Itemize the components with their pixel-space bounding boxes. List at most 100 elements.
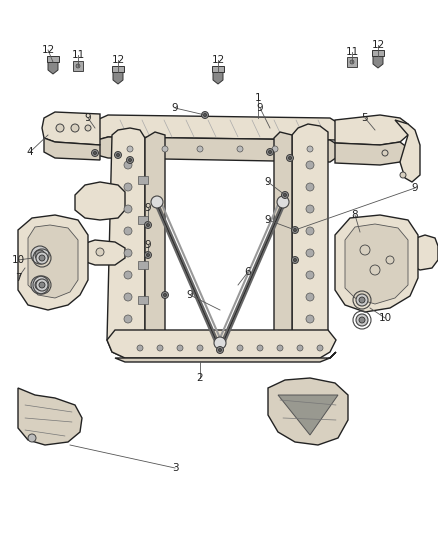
Polygon shape [138, 176, 148, 184]
Polygon shape [73, 61, 83, 71]
Polygon shape [115, 352, 336, 362]
Circle shape [382, 150, 388, 156]
Circle shape [204, 114, 206, 117]
Circle shape [317, 345, 323, 351]
Text: 9: 9 [257, 103, 263, 113]
Text: 12: 12 [111, 55, 125, 65]
Circle shape [282, 191, 289, 198]
Circle shape [359, 297, 365, 303]
Circle shape [124, 205, 132, 213]
Text: 9: 9 [412, 183, 418, 193]
Polygon shape [97, 137, 340, 162]
Polygon shape [75, 182, 125, 220]
Circle shape [35, 280, 45, 290]
Circle shape [36, 279, 48, 291]
Circle shape [219, 349, 222, 351]
Circle shape [272, 146, 278, 152]
Text: 12: 12 [41, 45, 55, 55]
Polygon shape [395, 120, 420, 182]
Polygon shape [18, 388, 82, 445]
Text: 6: 6 [245, 267, 251, 277]
Polygon shape [18, 215, 88, 310]
Polygon shape [347, 57, 357, 67]
Polygon shape [335, 215, 418, 312]
Text: 9: 9 [172, 103, 178, 113]
Circle shape [157, 345, 163, 351]
Circle shape [216, 346, 223, 353]
Circle shape [266, 149, 273, 156]
Polygon shape [44, 138, 100, 160]
Circle shape [293, 259, 297, 262]
Text: 9: 9 [265, 215, 271, 225]
Text: 1: 1 [254, 93, 261, 103]
Circle shape [124, 293, 132, 301]
Circle shape [162, 146, 168, 152]
Circle shape [145, 222, 152, 229]
Circle shape [124, 227, 132, 235]
Circle shape [386, 256, 394, 264]
Circle shape [306, 315, 314, 323]
Text: 10: 10 [11, 255, 25, 265]
Text: 9: 9 [85, 113, 91, 123]
Circle shape [277, 196, 289, 208]
Text: 2: 2 [197, 373, 203, 383]
Circle shape [217, 345, 223, 351]
Polygon shape [80, 240, 125, 265]
Circle shape [92, 149, 99, 157]
Circle shape [237, 345, 243, 351]
Circle shape [93, 151, 96, 155]
Circle shape [127, 146, 133, 152]
Circle shape [306, 293, 314, 301]
Circle shape [289, 157, 292, 159]
Polygon shape [268, 378, 348, 445]
Circle shape [28, 434, 36, 442]
Text: 9: 9 [145, 240, 151, 250]
Polygon shape [107, 128, 145, 358]
Polygon shape [145, 132, 165, 355]
Circle shape [356, 314, 368, 326]
Circle shape [31, 246, 49, 264]
Circle shape [124, 315, 132, 323]
Circle shape [124, 161, 132, 169]
Circle shape [286, 155, 293, 161]
Text: 12: 12 [371, 40, 385, 50]
Text: 5: 5 [362, 113, 368, 123]
Circle shape [292, 256, 299, 263]
Text: 4: 4 [27, 147, 33, 157]
Polygon shape [48, 62, 58, 74]
Circle shape [163, 294, 166, 296]
Circle shape [214, 337, 226, 349]
Circle shape [306, 183, 314, 191]
Circle shape [292, 227, 299, 233]
Circle shape [306, 271, 314, 279]
Text: 8: 8 [352, 210, 358, 220]
Text: 9: 9 [145, 203, 151, 213]
Polygon shape [335, 115, 408, 145]
Circle shape [360, 245, 370, 255]
Circle shape [128, 158, 131, 161]
Circle shape [297, 345, 303, 351]
Circle shape [350, 60, 354, 64]
Text: 11: 11 [346, 47, 359, 57]
Circle shape [127, 157, 134, 164]
Circle shape [114, 151, 121, 158]
Polygon shape [292, 124, 328, 356]
Circle shape [359, 317, 365, 323]
Circle shape [71, 124, 79, 132]
Polygon shape [138, 261, 148, 269]
Text: 9: 9 [187, 290, 193, 300]
Circle shape [36, 252, 48, 264]
Circle shape [124, 249, 132, 257]
Polygon shape [47, 56, 59, 62]
Circle shape [31, 276, 49, 294]
Circle shape [197, 345, 203, 351]
Circle shape [306, 161, 314, 169]
Circle shape [35, 250, 45, 260]
Circle shape [306, 249, 314, 257]
Circle shape [96, 248, 104, 256]
Circle shape [146, 254, 149, 256]
Circle shape [151, 196, 163, 208]
Circle shape [400, 172, 406, 178]
Polygon shape [28, 225, 78, 298]
Circle shape [117, 154, 120, 157]
